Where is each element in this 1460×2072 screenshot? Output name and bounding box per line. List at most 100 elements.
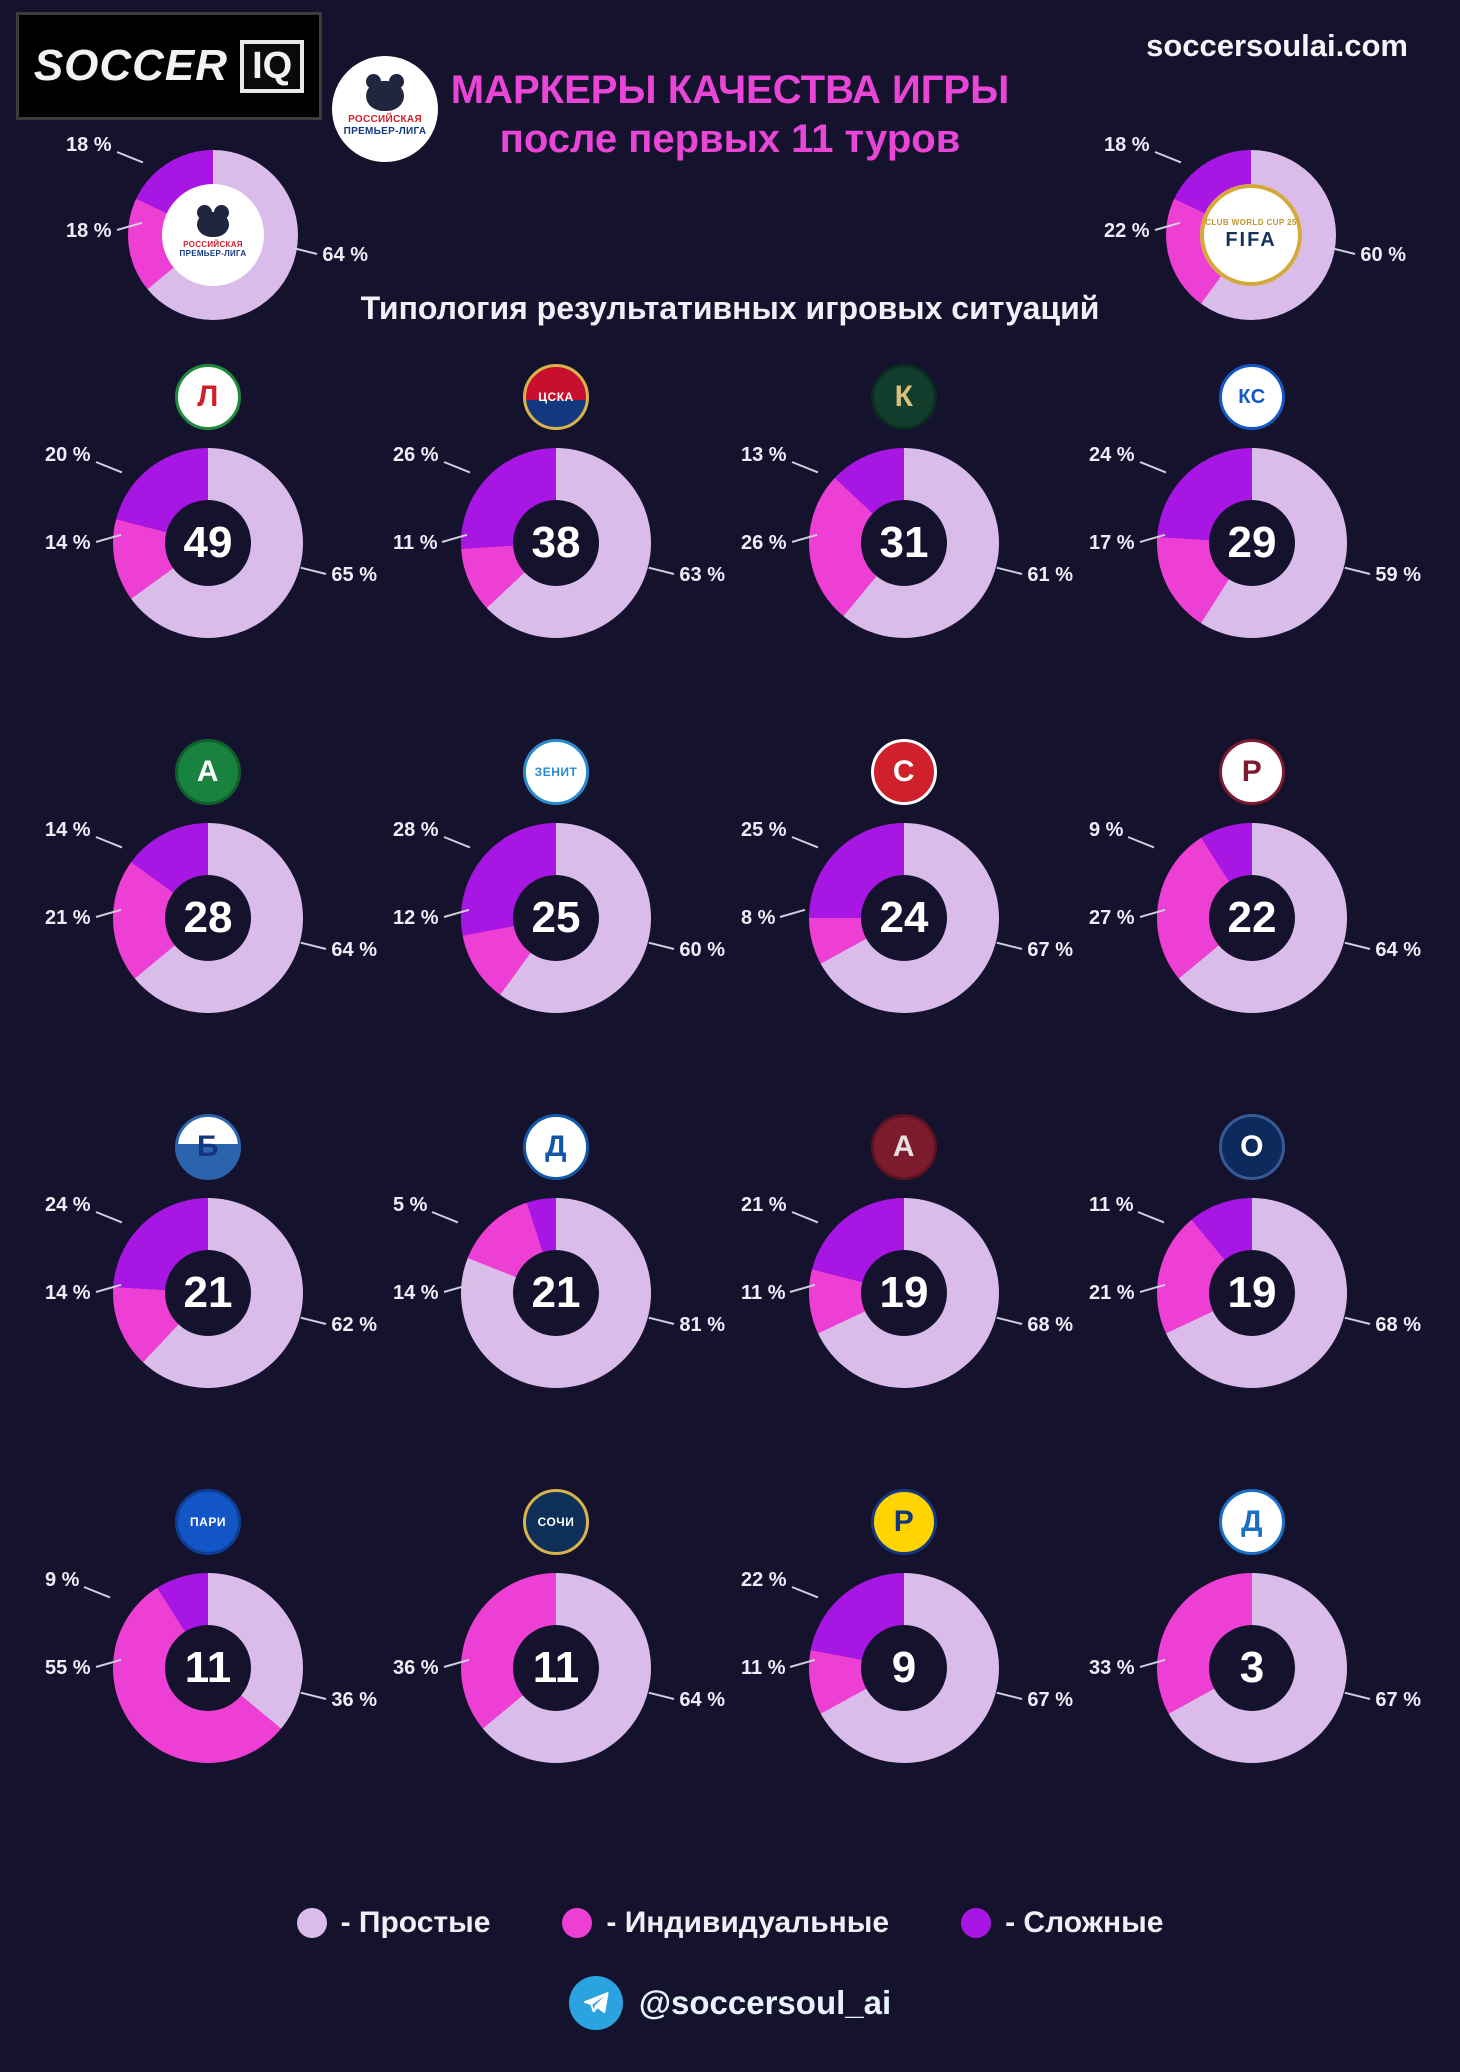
donut-ring: 25 (461, 823, 651, 1013)
donut-ring: 11 (461, 1573, 651, 1763)
donut-center: 25 (513, 875, 599, 961)
percent-complex: 5 % (393, 1194, 428, 1216)
percent-individual: 21 % (1089, 1282, 1135, 1304)
club-donut: 31 13 % 26 % 61 % (741, 444, 1073, 638)
percent-simple: 67 % (1375, 1689, 1421, 1711)
total-value: 19 (1227, 1268, 1277, 1317)
total-value: 11 (184, 1643, 232, 1692)
donut-center: 31 (861, 500, 947, 586)
donut-center: 11 (165, 1625, 251, 1711)
percent-simple: 65 % (331, 564, 377, 586)
title-line2: после первых 11 туров (499, 116, 961, 161)
percent-simple: 64 % (1375, 939, 1421, 961)
percent-complex: 20 % (45, 444, 91, 466)
percent-simple: 60 % (679, 939, 725, 961)
legend-label-simple: - Простые (340, 1906, 491, 1939)
club-donut: 3 33 % 67 % (1089, 1573, 1421, 1763)
percent-individual: 14 % (45, 532, 91, 554)
donut-center: 21 (165, 1250, 251, 1336)
club-logo-dinamo-moscow: Д (523, 1114, 589, 1180)
percent-simple: 61 % (1027, 564, 1073, 586)
club-donut: 19 21 % 11 % 68 % (741, 1194, 1073, 1388)
percent-complex: 24 % (1089, 444, 1135, 466)
legend: - Простые - Индивидуальные - Сложные (0, 1906, 1460, 1940)
club-chart-spartak: С 24 25 % 8 % 67 % (730, 725, 1078, 1100)
club-logo-krylia-sovetov: КС (1219, 364, 1285, 430)
donut-center: 38 (513, 500, 599, 586)
percent-simple: 67 % (1027, 1689, 1073, 1711)
donut-center: 9 (861, 1625, 947, 1711)
title-line1: МАРКЕРЫ КАЧЕСТВА ИГРЫ (450, 68, 1010, 112)
club-logo-orenburg: О (1219, 1114, 1285, 1180)
club-chart-orenburg: О 19 11 % 21 % 68 % (1078, 1100, 1426, 1475)
donut-center: 11 (513, 1625, 599, 1711)
percent-individual: 22 % (1104, 220, 1150, 242)
percent-complex: 18 % (1104, 134, 1150, 156)
club-chart-baltika: Б 21 24 % 14 % 62 % (34, 1100, 382, 1475)
legend-label-complex: - Сложные (1005, 1906, 1164, 1939)
club-donut: 21 5 % 14 % 81 % (393, 1194, 725, 1388)
bear-icon (366, 74, 404, 111)
telegram-handle[interactable]: @soccersoul_ai (638, 1984, 892, 2021)
donut-ring: 11 (113, 1573, 303, 1763)
total-value: 3 (1239, 1643, 1265, 1692)
page-subtitle: Типология результативных игровых ситуаци… (360, 290, 1100, 326)
league-badge-line2: ПРЕМЬЕР-ЛИГА (343, 125, 427, 137)
percent-individual: 27 % (1089, 907, 1135, 929)
club-donut: 24 25 % 8 % 67 % (741, 819, 1073, 1013)
club-chart-lokomotiv: Л 49 20 % 14 % 65 % (34, 350, 382, 725)
percent-individual: 18 % (66, 220, 112, 242)
club-chart-krylia-sovetov: КС 29 24 % 17 % 59 % (1078, 350, 1426, 725)
percent-complex: 24 % (45, 1194, 91, 1216)
club-logo-spartak: С (871, 739, 937, 805)
club-chart-akhmat: А 28 14 % 21 % 64 % (34, 725, 382, 1100)
percent-simple: 64 % (679, 1689, 725, 1711)
individual-color-dot (562, 1908, 593, 1938)
percent-individual: 33 % (1089, 1657, 1135, 1679)
percent-complex: 28 % (393, 819, 439, 841)
percent-simple: 59 % (1375, 564, 1421, 586)
percent-simple: 62 % (331, 1314, 377, 1336)
header: SOCCER IQ soccersoulai.com РОССИЙСКАЯ ПР… (0, 0, 1460, 350)
percent-complex: 22 % (741, 1569, 787, 1591)
percent-simple: 64 % (322, 244, 368, 266)
league-badge-line1: РОССИЙСКАЯ (348, 114, 422, 125)
donut-ring: 29 (1157, 448, 1347, 638)
total-value: 49 (183, 518, 233, 567)
club-donut: 22 9 % 27 % 64 % (1089, 819, 1421, 1013)
percent-individual: 11 % (393, 532, 438, 554)
league-badge: РОССИЙСКАЯ ПРЕМЬЕР-ЛИГА (332, 56, 438, 162)
percent-individual: 26 % (741, 532, 787, 554)
total-value: 21 (183, 1268, 233, 1317)
percent-individual: 21 % (45, 907, 91, 929)
percent-complex: 9 % (1089, 819, 1124, 841)
summary-chart-rpl: РОССИЙСКАЯ ПРЕМЬЕР-ЛИГА 18 % 18 % 64 % (66, 134, 368, 320)
fifa-center-line2: FIFA (1225, 229, 1277, 251)
club-chart-zenit: ЗЕНИТ 25 28 % 12 % 60 % (382, 725, 730, 1100)
legend-item-individual: - Индивидуальные (562, 1906, 889, 1940)
donut-ring: 19 (1157, 1198, 1347, 1388)
paper-plane-icon (583, 1991, 609, 2014)
donut-ring: CLUB WORLD CUP 25 FIFA (1166, 150, 1336, 320)
footer: @soccersoul_ai (0, 1976, 1460, 2030)
donut-ring: 3 (1157, 1573, 1347, 1763)
club-logo-akhmat: А (175, 739, 241, 805)
percent-individual: 11 % (741, 1282, 786, 1304)
donut-center: 21 (513, 1250, 599, 1336)
club-donut: 11 9 % 55 % 36 % (45, 1569, 377, 1763)
club-donut: 25 28 % 12 % 60 % (393, 819, 725, 1013)
percent-simple: 63 % (679, 564, 725, 586)
club-logo-zenit: ЗЕНИТ (523, 739, 589, 805)
percent-simple: 67 % (1027, 939, 1073, 961)
rpl-center-line2: ПРЕМЬЕР-ЛИГА (179, 249, 247, 258)
percent-complex: 25 % (741, 819, 787, 841)
total-value: 29 (1227, 518, 1277, 567)
total-value: 22 (1227, 893, 1277, 942)
club-chart-cska: ЦСКА 38 26 % 11 % 63 % (382, 350, 730, 725)
donut-ring: 38 (461, 448, 651, 638)
total-value: 38 (531, 518, 581, 567)
club-donut: 9 22 % 11 % 67 % (741, 1569, 1073, 1763)
telegram-icon[interactable] (568, 1976, 623, 2030)
percent-simple: 36 % (331, 1689, 377, 1711)
percent-complex: 14 % (45, 819, 91, 841)
